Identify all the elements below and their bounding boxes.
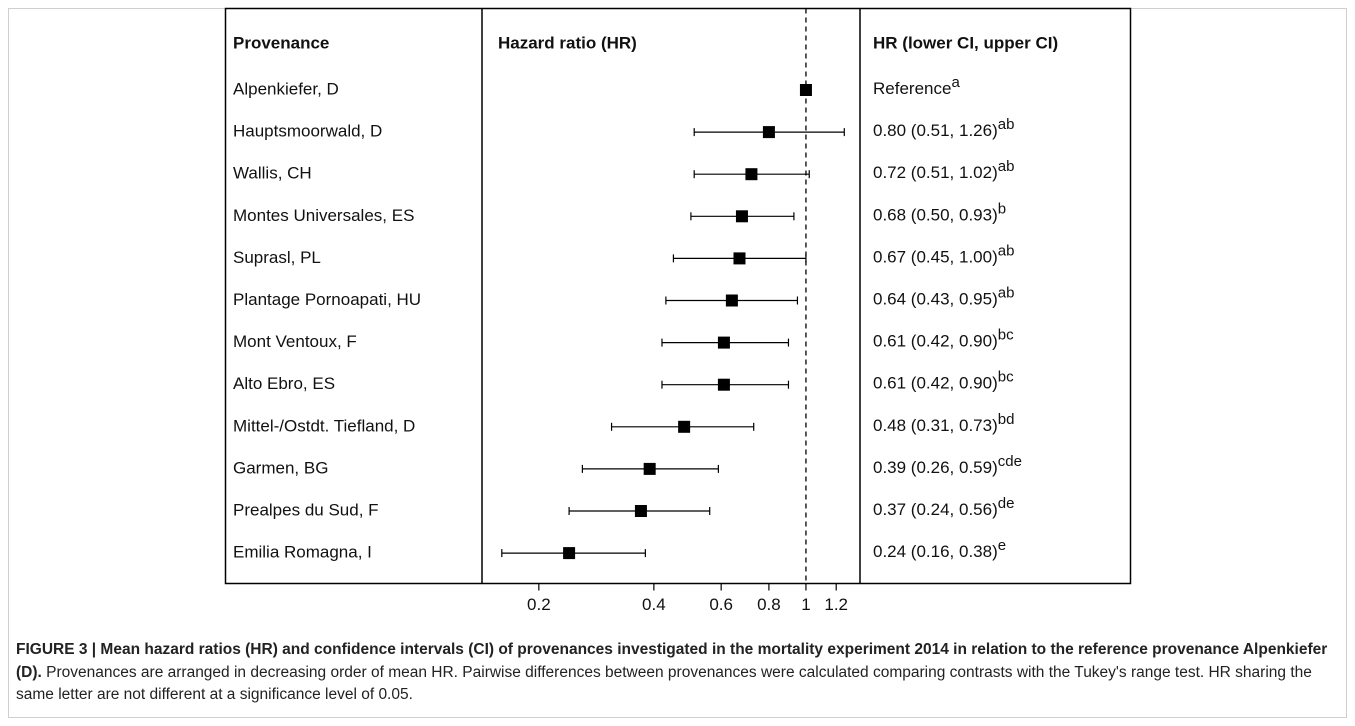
column-header: HR (lower CI, upper CI): [873, 33, 1058, 52]
hr-marker: [762, 126, 775, 139]
x-tick-label: 1.2: [824, 595, 848, 614]
provenance-label: Mont Ventoux, F: [233, 332, 357, 351]
x-tick-label: 0.8: [757, 595, 781, 614]
ci-text: 0.37 (0.24, 0.56): [873, 500, 998, 519]
significance-letters: a: [951, 74, 960, 91]
provenance-label: Prealpes du Sud, F: [233, 500, 379, 519]
ci-label: 0.61 (0.42, 0.90)bc: [873, 369, 1014, 394]
hr-marker: [799, 84, 812, 96]
ci-text: 0.48 (0.31, 0.73): [873, 416, 998, 435]
ci-text: 0.61 (0.42, 0.90): [873, 374, 998, 393]
hr-marker: [717, 378, 730, 391]
x-tick-label: 1: [801, 595, 810, 614]
ci-text: 0.72 (0.51, 1.02): [873, 164, 998, 183]
caption-bold: FIGURE 3 | Mean hazard ratios (HR) and c…: [16, 641, 1328, 681]
figure-frame: [8, 8, 1347, 718]
x-tick-label: 0.2: [527, 595, 551, 614]
ci-label: 0.64 (0.43, 0.95)ab: [873, 284, 1014, 309]
provenance-label: Mittel-/Ostdt. Tiefland, D: [233, 416, 415, 435]
significance-letters: ab: [998, 116, 1015, 133]
x-tick-label: 0.6: [709, 595, 733, 614]
hr-marker: [725, 294, 738, 307]
ci-label: 0.24 (0.16, 0.38)e: [873, 537, 1006, 562]
significance-letters: ab: [998, 158, 1015, 175]
column-header: Provenance: [233, 33, 329, 52]
ci-label: 0.67 (0.45, 1.00)ab: [873, 242, 1014, 267]
ci-text: 0.61 (0.42, 0.90): [873, 332, 998, 351]
ci-text: 0.24 (0.16, 0.38): [873, 543, 998, 562]
significance-letters: ab: [998, 242, 1015, 259]
provenance-label: Alpenkiefer, D: [233, 79, 339, 98]
ci-text: Reference: [873, 79, 951, 98]
hr-marker: [563, 547, 576, 560]
significance-letters: b: [998, 200, 1006, 217]
significance-letters: bd: [998, 411, 1015, 428]
x-tick-label: 0.4: [642, 595, 666, 614]
provenance-label: Montes Universales, ES: [233, 206, 414, 225]
ci-label: 0.68 (0.50, 0.93)b: [873, 200, 1006, 225]
significance-letters: de: [998, 495, 1015, 512]
ci-text: 0.68 (0.50, 0.93): [873, 206, 998, 225]
significance-letters: ab: [998, 284, 1015, 301]
ci-label: 0.37 (0.24, 0.56)de: [873, 495, 1014, 520]
hr-marker: [733, 252, 746, 265]
hr-marker: [735, 210, 748, 223]
caption-text: Provenances are arranged in decreasing o…: [16, 663, 1312, 704]
ci-label: Referencea: [873, 74, 960, 99]
ci-label: 0.72 (0.51, 1.02)ab: [873, 158, 1014, 183]
hr-marker: [634, 505, 647, 517]
hr-marker: [643, 462, 656, 475]
hr-marker: [717, 336, 730, 349]
ci-label: 0.80 (0.51, 1.26)ab: [873, 116, 1014, 141]
provenance-label: Alto Ebro, ES: [233, 374, 335, 393]
ci-label: 0.48 (0.31, 0.73)bd: [873, 411, 1014, 436]
ci-text: 0.64 (0.43, 0.95): [873, 290, 998, 309]
provenance-label: Suprasl, PL: [233, 248, 321, 267]
provenance-label: Garmen, BG: [233, 458, 328, 477]
significance-letters: bc: [998, 369, 1014, 386]
ci-text: 0.67 (0.45, 1.00): [873, 248, 998, 267]
hr-marker: [678, 420, 691, 433]
provenance-label: Emilia Romagna, I: [233, 543, 372, 562]
provenance-label: Hauptsmoorwald, D: [233, 122, 382, 141]
significance-letters: cde: [998, 453, 1022, 470]
ci-label: 0.39 (0.26, 0.59)cde: [873, 453, 1022, 478]
hr-marker: [745, 168, 758, 181]
caption: FIGURE 3 | Mean hazard ratios (HR) and c…: [16, 639, 1341, 707]
provenance-label: Plantage Pornoapati, HU: [233, 290, 421, 309]
ci-label: 0.61 (0.42, 0.90)bc: [873, 327, 1014, 352]
column-header: Hazard ratio (HR): [498, 33, 637, 52]
ci-text: 0.39 (0.26, 0.59): [873, 458, 998, 477]
significance-letters: bc: [998, 327, 1014, 344]
table-frame: [224, 7, 1132, 585]
ci-text: 0.80 (0.51, 1.26): [873, 122, 998, 141]
provenance-label: Wallis, CH: [233, 164, 312, 183]
significance-letters: e: [998, 537, 1006, 554]
